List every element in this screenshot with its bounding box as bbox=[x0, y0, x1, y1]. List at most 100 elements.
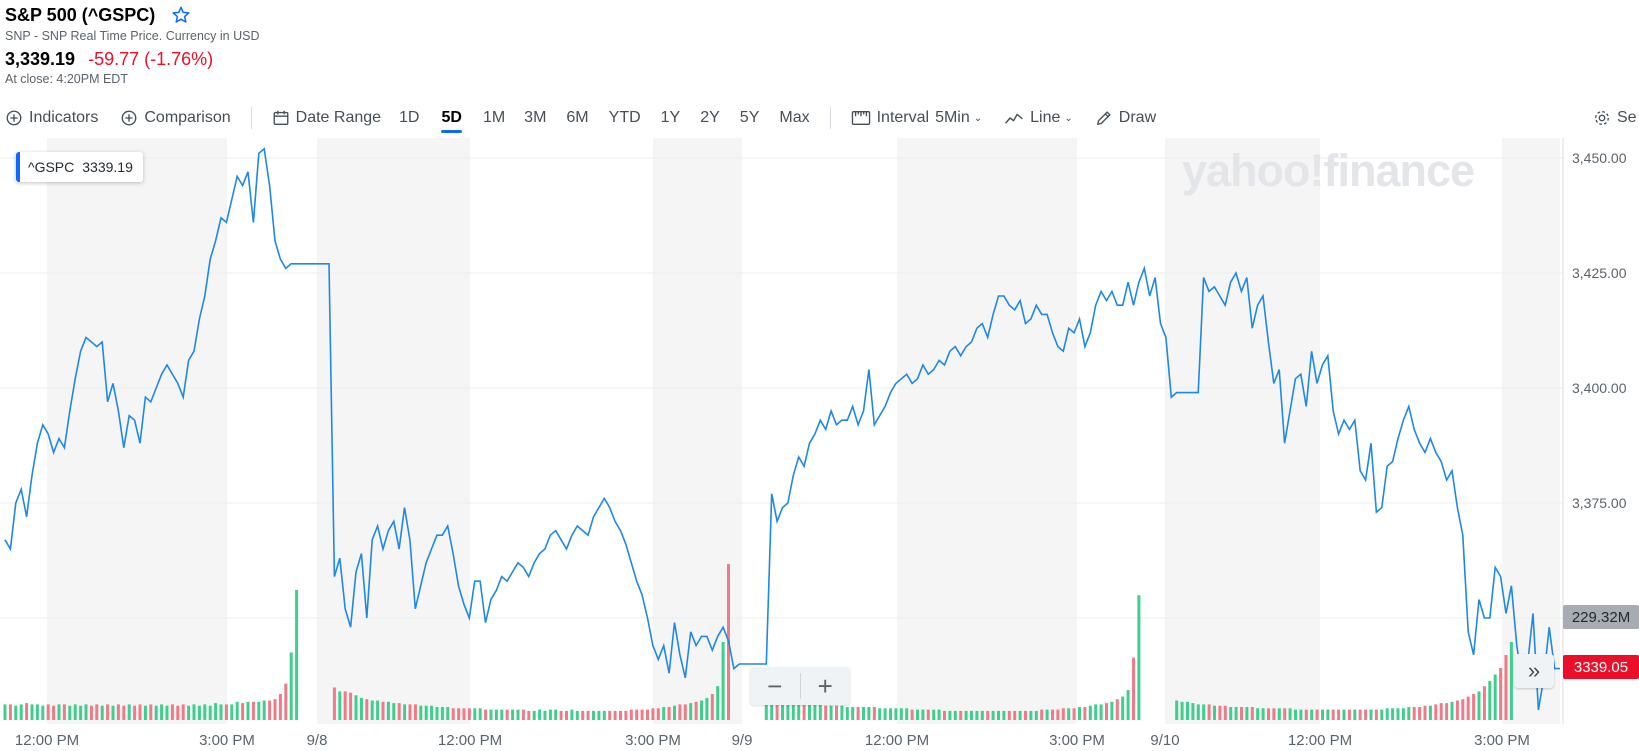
volume-bar bbox=[224, 704, 228, 720]
range-5d[interactable]: 5D bbox=[441, 103, 463, 133]
volume-bar bbox=[489, 709, 493, 720]
volume-bar bbox=[1034, 710, 1038, 720]
volume-bar bbox=[262, 700, 266, 720]
volume-bar bbox=[8, 704, 12, 720]
chart-type-dropdown[interactable]: Line ⌄ bbox=[1004, 103, 1073, 133]
range-3m[interactable]: 3M bbox=[524, 109, 547, 126]
volume-bar bbox=[602, 710, 606, 720]
volume-bar bbox=[953, 710, 957, 720]
range-2y[interactable]: 2Y bbox=[700, 109, 720, 126]
volume-bar bbox=[1488, 681, 1492, 720]
volume-bar bbox=[1304, 709, 1308, 720]
y-tick-label: 3,375.00 bbox=[1572, 495, 1627, 511]
volume-bar bbox=[991, 710, 995, 720]
volume-bar bbox=[1272, 708, 1276, 720]
volume-bar bbox=[835, 705, 838, 720]
volume-bar bbox=[673, 705, 676, 720]
volume-bar bbox=[980, 710, 984, 720]
volume-bar bbox=[62, 704, 66, 720]
chevron-down-icon: ⌄ bbox=[973, 112, 983, 124]
comparison-label: Comparison bbox=[144, 109, 231, 126]
volume-bar bbox=[700, 700, 703, 720]
volume-bar bbox=[1137, 595, 1141, 720]
volume-bar bbox=[1088, 705, 1092, 720]
zoom-out-button[interactable]: − bbox=[767, 670, 783, 701]
volume-bar bbox=[467, 708, 471, 720]
volume-bar bbox=[548, 709, 552, 720]
toolbar-divider bbox=[829, 107, 831, 129]
volume-bar bbox=[916, 709, 919, 720]
volume-bar bbox=[840, 705, 844, 720]
volume-bar bbox=[1385, 708, 1389, 720]
volume-bar bbox=[84, 704, 88, 720]
watchlist-star-icon[interactable] bbox=[171, 4, 193, 26]
volume-bar bbox=[1245, 707, 1249, 720]
x-tick-label: 3:00 PM bbox=[1474, 732, 1530, 749]
volume-bar bbox=[1061, 708, 1065, 720]
volume-bar bbox=[273, 699, 277, 720]
scroll-to-latest-button[interactable]: » bbox=[1514, 654, 1554, 688]
volume-bar bbox=[511, 709, 515, 720]
volume-bar bbox=[413, 704, 417, 720]
volume-bar bbox=[349, 692, 353, 720]
quote-header: S&P 500 (^GSPC) SNP - SNP Real Time Pric… bbox=[5, 4, 259, 87]
volume-bar bbox=[268, 700, 272, 720]
range-1y[interactable]: 1Y bbox=[660, 109, 681, 126]
volume-bar bbox=[386, 701, 390, 720]
volume-bar bbox=[197, 705, 201, 720]
volume-bar bbox=[451, 708, 455, 720]
volume-bar bbox=[1315, 709, 1319, 720]
volume-bar bbox=[1445, 703, 1449, 720]
volume-bar bbox=[1067, 708, 1071, 720]
volume-bar bbox=[25, 703, 29, 720]
session-band bbox=[317, 138, 470, 724]
range-6m[interactable]: 6M bbox=[566, 109, 589, 126]
chart-toolbar: Indicators Comparison Date Range 1D 5D 1… bbox=[0, 103, 1639, 133]
range-ytd[interactable]: YTD bbox=[608, 109, 641, 126]
volume-bar bbox=[241, 703, 245, 720]
comparison-button[interactable]: Comparison bbox=[120, 103, 231, 133]
chart-type-label: Line bbox=[1030, 109, 1061, 126]
series-legend[interactable]: ^GSPC 3339.19 bbox=[16, 152, 143, 182]
range-max[interactable]: Max bbox=[779, 109, 810, 126]
range-5y[interactable]: 5Y bbox=[739, 109, 760, 126]
volume-bar bbox=[1353, 709, 1357, 720]
draw-button[interactable]: Draw bbox=[1095, 103, 1156, 133]
zoom-in-button[interactable]: + bbox=[817, 670, 833, 701]
volume-bar bbox=[408, 704, 412, 720]
settings-button[interactable]: Se bbox=[1593, 103, 1639, 133]
volume-bar bbox=[705, 697, 709, 720]
volume-bar bbox=[30, 704, 34, 720]
volume-bar bbox=[1450, 701, 1454, 720]
volume-bar bbox=[187, 705, 191, 720]
range-1d[interactable]: 1D bbox=[399, 109, 420, 126]
volume-bar bbox=[905, 708, 909, 720]
volume-bar bbox=[1223, 705, 1227, 720]
volume-bar bbox=[484, 709, 488, 720]
date-range-button[interactable]: Date Range bbox=[272, 103, 381, 133]
interval-dropdown[interactable]: Interval 5Min ⌄ bbox=[851, 103, 983, 133]
ruler-icon bbox=[851, 111, 870, 125]
volume-bar bbox=[52, 705, 56, 720]
volume-bar bbox=[494, 709, 498, 720]
volume-bar bbox=[1018, 710, 1022, 720]
volume-bar bbox=[1121, 696, 1125, 720]
volume-bar bbox=[154, 705, 158, 720]
volume-bar bbox=[46, 704, 50, 720]
volume-bar bbox=[543, 710, 547, 720]
volume-bar bbox=[570, 709, 574, 720]
volume-bar bbox=[997, 710, 1000, 720]
volume-bar bbox=[629, 709, 633, 720]
volume-bar bbox=[910, 709, 914, 720]
volume-bar bbox=[14, 705, 18, 720]
volume-bar bbox=[532, 710, 536, 720]
volume-bar bbox=[1256, 708, 1260, 720]
volume-bar bbox=[1040, 709, 1044, 720]
volume-bar bbox=[343, 691, 347, 720]
volume-bar bbox=[1504, 655, 1508, 720]
volume-bar bbox=[1342, 709, 1346, 720]
volume-bar bbox=[1029, 710, 1033, 720]
range-1m[interactable]: 1M bbox=[482, 109, 506, 126]
indicators-button[interactable]: Indicators bbox=[5, 103, 98, 133]
